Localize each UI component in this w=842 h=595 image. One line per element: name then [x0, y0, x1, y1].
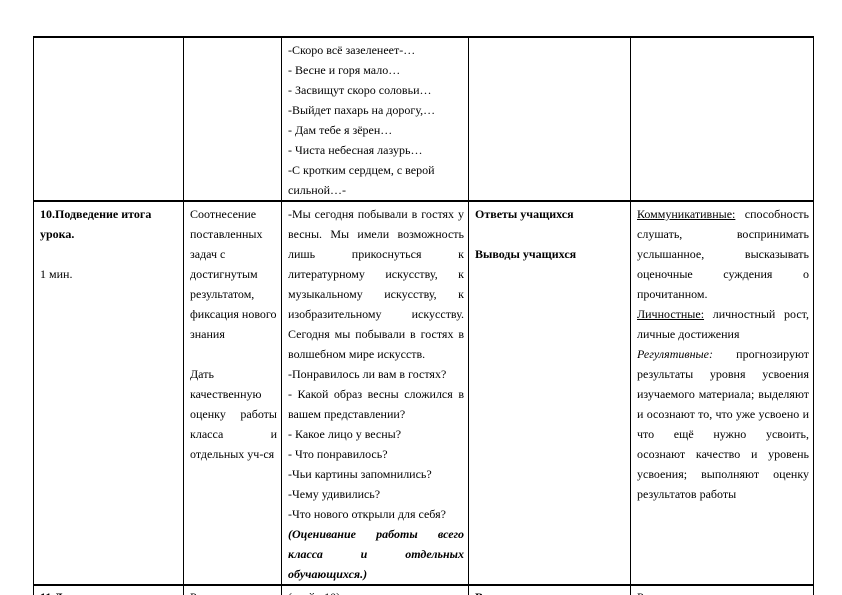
student-response: Ответы учащихся — [475, 207, 574, 221]
uud-label: Личностные: — [637, 307, 705, 321]
uud-text: уметь слушать в соответствии с целевой у… — [637, 590, 809, 595]
question-line: -Чьи картины запомнились? — [288, 467, 432, 481]
uud-text: личностный рост, личные достижения — [637, 307, 809, 341]
cell-uud-row3: Регулятивные: уметь слушать в соответств… — [630, 584, 814, 595]
uud-label: Коммуникативные: — [637, 207, 736, 221]
cell-students-row3: Восприятие и осмысление информации и зап… — [468, 584, 631, 595]
question-line: - Какое лицо у весны? — [288, 427, 402, 441]
table-row-stage-10: 10.Подведение итога урока. 1 мин. Соотне… — [33, 200, 814, 586]
uud-label: Регулятивные: — [637, 590, 711, 595]
teacher-text: -Мы сегодня побывали в гостях у весны. М… — [288, 207, 464, 361]
cell-stage-row2: 10.Подведение итога урока. 1 мин. — [33, 200, 184, 586]
task-text: Дать качественную оценку работы класса и… — [190, 367, 277, 461]
poem-line: - Засвищут скоро соловьи… — [288, 83, 432, 97]
task-text: Рекомендации к выполнению домашнего зада… — [190, 588, 277, 595]
uud-paragraph: Коммуникативные: способность слушать, во… — [637, 204, 809, 304]
student-response: Выводы учащихся — [475, 247, 577, 261]
table-row-continuation: -Скоро всё зазеленеет-… - Весне и горя м… — [33, 36, 814, 202]
uud-label: Регулятивные: — [637, 347, 713, 361]
cell-uud-row2: Коммуникативные: способность слушать, во… — [630, 200, 814, 586]
blank-line — [190, 344, 277, 364]
cell-teacher-row3: (слайд 10) с. 160 – 161наизусть, нарисов… — [281, 584, 469, 595]
blank-line — [40, 244, 179, 264]
stage-title: 10.Подведение итога урока. — [40, 207, 152, 241]
cell-students-row2: Ответы учащихся Выводы учащихся — [468, 200, 631, 586]
stage-title: 11.Домашнее задание дифференцировано. — [40, 588, 179, 595]
uud-paragraph: Регулятивные: уметь слушать в соответств… — [637, 588, 809, 595]
uud-text: прогнозируют результаты уровня усвоения … — [637, 347, 809, 501]
question-line: -Чему удивились? — [288, 487, 381, 501]
uud-text: способность слушать, воспринимать услыша… — [637, 207, 809, 301]
question-line: - Какой образ весны сложился в вашем пре… — [288, 387, 464, 421]
lesson-plan-table: -Скоро всё зазеленеет-… - Весне и горя м… — [33, 36, 814, 595]
poem-line: - Чиста небесная лазурь… — [288, 143, 423, 157]
student-response: Восприятие и осмысление информации и зап… — [475, 588, 626, 595]
cell-students-row1 — [468, 36, 631, 202]
poem-line: - Дам тебе я зёрен… — [288, 123, 393, 137]
uud-paragraph: Регулятивные: прогнозируют результаты ур… — [637, 344, 809, 504]
poem-line: -Выйдет пахарь на дорогу,… — [288, 103, 436, 117]
task-text: Соотнесение поставленных задач с достигн… — [190, 207, 277, 341]
cell-tasks-row2: Соотнесение поставленных задач с достигн… — [183, 200, 282, 586]
blank-line — [475, 224, 626, 244]
assessment-note: (Оценивание работы всего класса и отдель… — [288, 527, 464, 581]
poem-line: -Скоро всё зазеленеет-… — [288, 43, 416, 57]
poem-line: - Весне и горя мало… — [288, 63, 401, 77]
cell-stage-row1 — [33, 36, 184, 202]
cell-stage-row3: 11.Домашнее задание дифференцировано. 1м… — [33, 584, 184, 595]
question-line: -Понравилось ли вам в гостях? — [288, 367, 447, 381]
table-row-stage-11: 11.Домашнее задание дифференцировано. 1м… — [33, 584, 814, 595]
cell-uud-row1 — [630, 36, 814, 202]
question-line: -Что нового открыли для себя? — [288, 507, 446, 521]
poem-line: -С кротким сердцем, с верой сильной…- — [288, 163, 435, 197]
slide-reference: (слайд 10) — [288, 588, 464, 595]
cell-teacher-row1: -Скоро всё зазеленеет-… - Весне и горя м… — [281, 36, 469, 202]
uud-paragraph: Личностные: личностный рост, личные дост… — [637, 304, 809, 344]
cell-tasks-row3: Рекомендации к выполнению домашнего зада… — [183, 584, 282, 595]
stage-duration: 1 мин. — [40, 267, 73, 281]
cell-teacher-row2: -Мы сегодня побывали в гостях у весны. М… — [281, 200, 469, 586]
cell-tasks-row1 — [183, 36, 282, 202]
question-line: - Что понравилось? — [288, 447, 388, 461]
